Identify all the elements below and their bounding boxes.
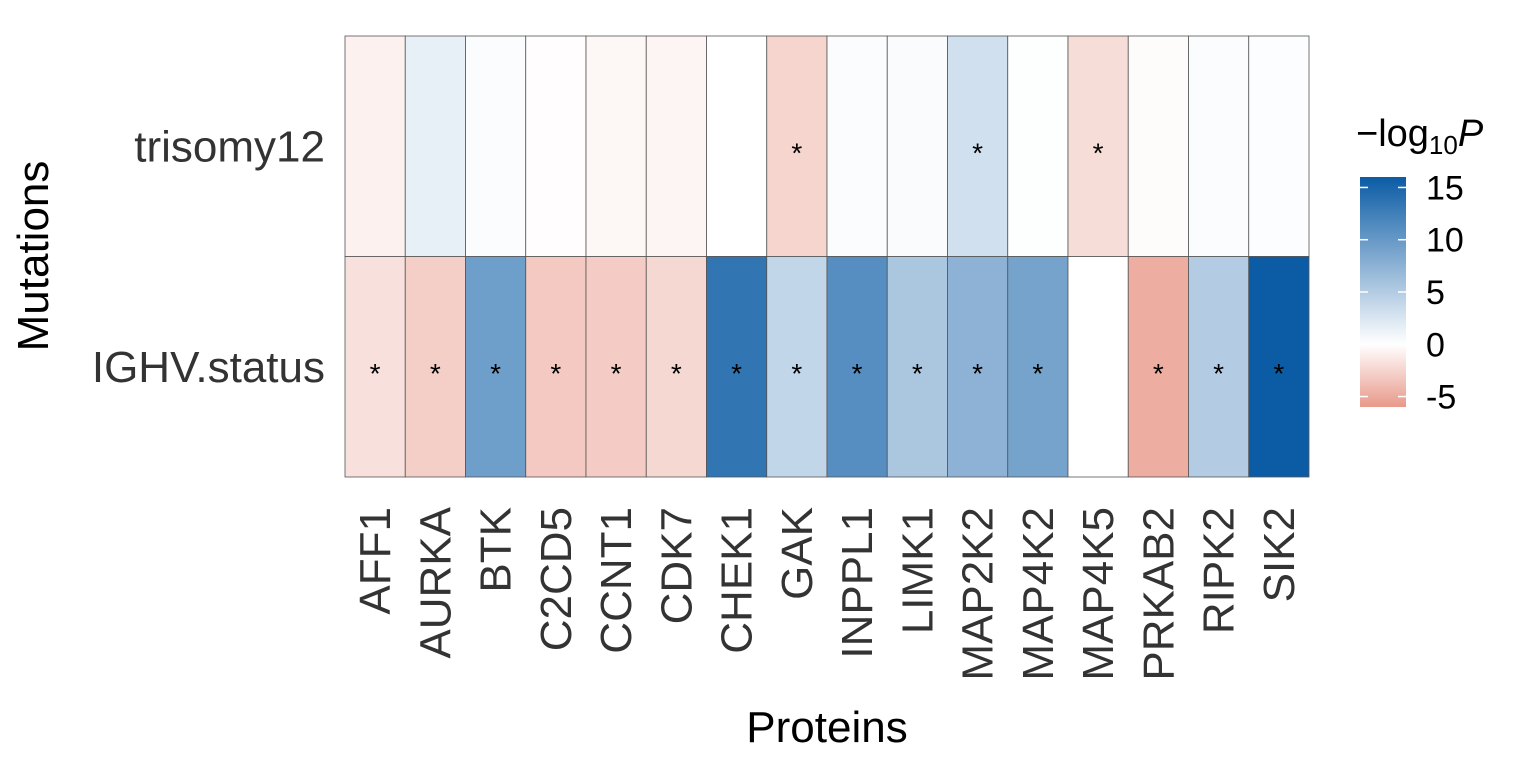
colorbar-tick-label: -5 bbox=[1426, 379, 1456, 417]
row-label: IGHV.status bbox=[92, 343, 325, 392]
significance-marker: * bbox=[791, 358, 802, 389]
heatmap-cell bbox=[404, 256, 466, 478]
column-labels: AFF1 AURKA BTK C2CD5 CCNT1 CDK7 CHEK1 GAK INPPL1… bbox=[351, 506, 1304, 680]
column-label: CDK7 bbox=[652, 507, 701, 624]
column-label: MAP4K5 bbox=[1074, 507, 1123, 681]
heatmap-cell bbox=[525, 256, 587, 478]
column-label: RIPK2 bbox=[1195, 507, 1244, 634]
heatmap-cell bbox=[826, 35, 888, 257]
heatmap-cell bbox=[404, 35, 466, 257]
heatmap-cell bbox=[1188, 256, 1250, 478]
heatmap-cell bbox=[706, 35, 768, 257]
column-label: AURKA bbox=[411, 506, 460, 658]
significance-marker: * bbox=[1032, 358, 1043, 389]
heatmap-cell bbox=[1067, 256, 1129, 478]
heatmap-cell bbox=[465, 35, 527, 257]
significance-marker: * bbox=[1093, 137, 1104, 168]
significance-marker: * bbox=[972, 137, 983, 168]
heatmap-cell bbox=[1007, 35, 1069, 257]
colorbar-title-prefix: −log bbox=[1356, 113, 1429, 155]
heatmap-cell bbox=[585, 35, 647, 257]
significance-marker: * bbox=[791, 137, 802, 168]
colorbar-title-subscript: 10 bbox=[1429, 130, 1458, 160]
colorbar-tick-label: 5 bbox=[1426, 274, 1445, 312]
heatmap-cell bbox=[1067, 35, 1129, 257]
heatmap-cell bbox=[706, 256, 768, 478]
column-label: BTK bbox=[472, 507, 521, 593]
heatmap-cell bbox=[525, 35, 587, 257]
colorbar-tick-label: 0 bbox=[1426, 326, 1445, 364]
heatmap-cell bbox=[465, 256, 527, 478]
colorbar-title: −log10P bbox=[1356, 113, 1484, 160]
colorbar-tick-label: 10 bbox=[1426, 222, 1464, 260]
column-label: SIK2 bbox=[1255, 507, 1304, 602]
heatmap-cell bbox=[645, 35, 707, 257]
heatmap-cell bbox=[645, 256, 707, 478]
heatmap-cell bbox=[947, 256, 1009, 478]
column-label: MAP4K2 bbox=[1014, 507, 1063, 681]
heatmap-cell bbox=[886, 256, 948, 478]
heatmap-cell bbox=[826, 256, 888, 478]
column-label: AFF1 bbox=[351, 507, 400, 615]
column-label: GAK bbox=[773, 507, 822, 600]
significance-marker: * bbox=[1153, 358, 1164, 389]
significance-marker: * bbox=[490, 358, 501, 389]
significance-marker: * bbox=[852, 358, 863, 389]
row-label: trisomy12 bbox=[134, 122, 325, 171]
heatmap-cell bbox=[344, 256, 406, 478]
row-labels: trisomy12 IGHV.status bbox=[92, 122, 325, 392]
significance-marker: * bbox=[671, 358, 682, 389]
significance-marker: * bbox=[550, 358, 561, 389]
heatmap-cell bbox=[1188, 35, 1250, 257]
heatmap-cell bbox=[344, 35, 406, 257]
column-label: PRKAB2 bbox=[1134, 507, 1183, 681]
column-label: CCNT1 bbox=[592, 507, 641, 654]
column-label: CHEK1 bbox=[713, 507, 762, 654]
heatmap-cell bbox=[1007, 256, 1069, 478]
column-label: LIMK1 bbox=[893, 507, 942, 634]
colorbar-tick-label: 15 bbox=[1426, 169, 1464, 207]
y-axis-title: Mutations bbox=[9, 161, 58, 352]
significance-markers: * * * * * * * * * * * * * * * * * * bbox=[370, 137, 1285, 389]
heatmap-cell bbox=[1248, 35, 1310, 257]
heatmap-cell bbox=[947, 35, 1009, 257]
heatmap-cell bbox=[585, 256, 647, 478]
heatmap-cell bbox=[1127, 35, 1189, 257]
significance-marker: * bbox=[972, 358, 983, 389]
heatmap-cell bbox=[766, 35, 828, 257]
significance-marker: * bbox=[1213, 358, 1224, 389]
significance-marker: * bbox=[731, 358, 742, 389]
significance-marker: * bbox=[430, 358, 441, 389]
significance-marker: * bbox=[611, 358, 622, 389]
column-label: C2CD5 bbox=[532, 507, 581, 651]
colorbar-ticks: 15 10 5 0 -5 bbox=[1360, 169, 1464, 417]
heatmap-cell bbox=[886, 35, 948, 257]
heatmap-cell bbox=[1127, 256, 1189, 478]
heatmap-cells bbox=[344, 35, 1310, 478]
x-axis-title: Proteins bbox=[746, 703, 907, 752]
significance-marker: * bbox=[912, 358, 923, 389]
column-label: INPPL1 bbox=[833, 507, 882, 659]
colorbar-title-variable: P bbox=[1458, 113, 1484, 155]
heatmap-cell bbox=[1248, 256, 1310, 478]
significance-marker: * bbox=[1273, 358, 1284, 389]
significance-marker: * bbox=[370, 358, 381, 389]
column-label: MAP2K2 bbox=[954, 507, 1003, 681]
